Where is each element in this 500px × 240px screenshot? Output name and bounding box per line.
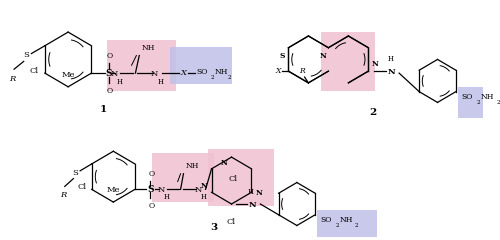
Text: H: H	[164, 193, 170, 201]
Text: NH: NH	[339, 216, 352, 224]
Text: 3: 3	[210, 222, 218, 232]
Text: O: O	[148, 202, 154, 210]
Text: X: X	[276, 67, 280, 75]
Text: NH: NH	[214, 68, 228, 76]
Text: H: H	[117, 78, 123, 86]
Text: S: S	[24, 51, 30, 59]
Text: Cl: Cl	[78, 183, 87, 192]
Text: H: H	[248, 188, 254, 196]
Bar	[106, 40, 176, 91]
Text: N: N	[388, 68, 395, 76]
Text: S: S	[106, 69, 112, 78]
Text: H: H	[200, 193, 206, 201]
Text: Cl: Cl	[229, 175, 238, 183]
Text: Cl: Cl	[30, 67, 39, 75]
Text: 2: 2	[369, 108, 376, 117]
Text: O: O	[106, 87, 113, 95]
Text: O: O	[106, 52, 113, 60]
Text: 2: 2	[210, 76, 214, 80]
Bar	[322, 32, 376, 91]
Bar	[170, 47, 232, 84]
Text: N: N	[256, 189, 262, 197]
Text: R: R	[299, 67, 304, 75]
Text: NH: NH	[186, 162, 199, 170]
Text: N: N	[110, 70, 118, 78]
Text: N: N	[320, 52, 326, 60]
Text: NH: NH	[141, 44, 154, 52]
Text: N: N	[249, 201, 256, 209]
Text: 2: 2	[228, 76, 231, 80]
Text: Me: Me	[106, 186, 120, 194]
Text: SO: SO	[196, 68, 207, 76]
Text: N: N	[151, 70, 158, 78]
Text: 1: 1	[100, 105, 108, 114]
Text: N: N	[158, 186, 165, 194]
Text: X: X	[180, 69, 186, 77]
Text: 2: 2	[336, 223, 339, 228]
Text: S: S	[72, 169, 78, 177]
Text: N: N	[221, 159, 228, 167]
Text: S: S	[279, 52, 284, 60]
Text: R: R	[9, 75, 16, 83]
Text: SO: SO	[320, 216, 332, 224]
Text: 2: 2	[477, 100, 480, 105]
Bar	[458, 87, 500, 118]
Text: N: N	[194, 186, 202, 194]
Text: SO: SO	[462, 93, 473, 101]
Text: R: R	[60, 191, 66, 199]
Text: N: N	[371, 60, 378, 68]
Text: S: S	[147, 185, 154, 194]
Text: 2: 2	[354, 223, 358, 228]
Text: H: H	[388, 55, 394, 63]
Text: NH: NH	[481, 93, 494, 101]
Text: N: N	[201, 182, 207, 190]
Text: Cl: Cl	[227, 218, 236, 226]
Text: 2: 2	[496, 100, 500, 105]
Text: Me: Me	[62, 71, 75, 79]
Text: H: H	[158, 78, 164, 86]
Text: O: O	[148, 170, 154, 178]
Bar	[208, 149, 274, 206]
Bar	[317, 210, 376, 240]
Bar	[152, 153, 214, 202]
